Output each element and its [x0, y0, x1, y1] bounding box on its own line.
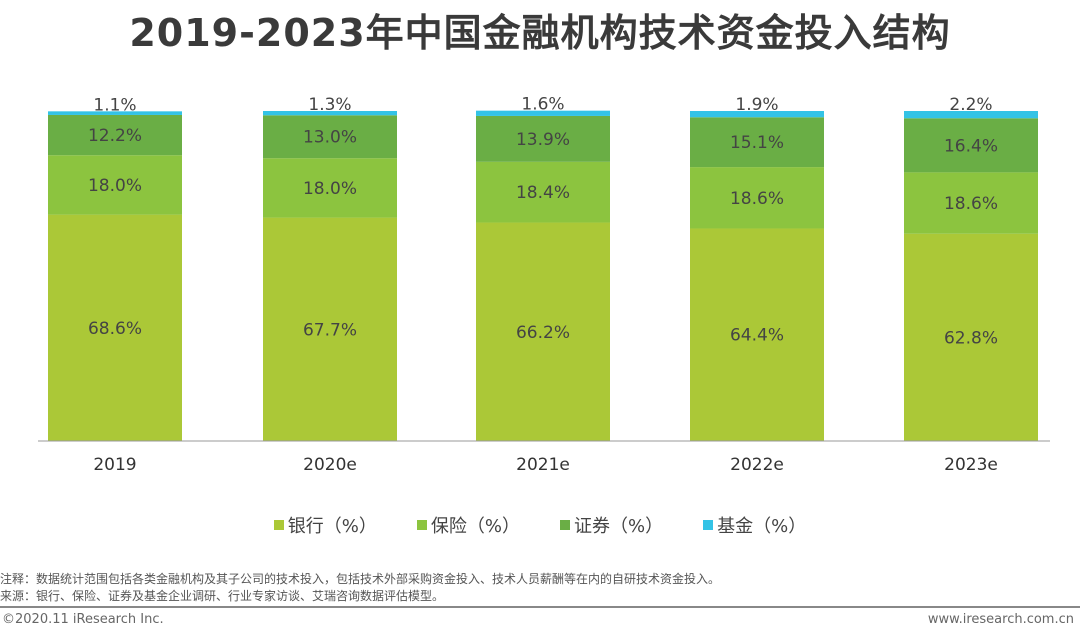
data-label: 64.4% — [730, 326, 784, 346]
data-label: 1.9% — [735, 95, 778, 115]
data-label: 62.8% — [944, 328, 998, 348]
bar-segment — [476, 115, 610, 162]
note-text: 注释：数据统计范围包括各类金融机构及其子公司的技术投入，包括技术外部采购资金投入… — [0, 572, 721, 586]
stacked-bar-chart: 68.6% 18.0% 12.2% 1.1% 2019 67.7% 18.0% 13.0% 1.… — [38, 95, 1050, 475]
bar-segment — [48, 214, 182, 441]
data-label: 1.3% — [308, 95, 351, 115]
legend: 银行（%） 保险（%） 证券（%） 基金（%） — [0, 512, 1080, 538]
bar-segment — [476, 161, 610, 223]
data-label: 68.6% — [88, 319, 142, 339]
bar-segment — [48, 155, 182, 215]
bar-segment — [48, 111, 182, 115]
data-label: 18.6% — [944, 194, 998, 214]
data-label: 67.7% — [303, 320, 357, 340]
legend-label: 保险（%） — [430, 516, 520, 537]
bar-segment — [476, 222, 610, 441]
legend-item: 证券（%） — [560, 512, 663, 538]
legend-item: 保险（%） — [416, 512, 520, 538]
bar-segment — [904, 172, 1038, 234]
data-label: 1.6% — [521, 95, 564, 115]
bar-segment — [904, 233, 1038, 441]
data-label: 1.1% — [93, 95, 136, 115]
footer-divider — [0, 606, 1080, 608]
bar-segment — [263, 158, 397, 218]
data-label: 13.9% — [516, 130, 570, 150]
x-tick-label: 2023e — [944, 455, 998, 475]
legend-item: 银行（%） — [273, 512, 377, 538]
legend-swatch — [416, 520, 427, 530]
bar-segment — [904, 118, 1038, 173]
bar-segment — [476, 110, 610, 116]
bar-segment — [263, 111, 397, 116]
data-label: 15.1% — [730, 133, 784, 153]
legend-swatch — [703, 520, 714, 530]
x-tick-label: 2020e — [303, 455, 357, 475]
bar-segment — [690, 111, 824, 118]
legend-item: 基金（%） — [703, 512, 806, 538]
legend-swatch — [273, 520, 284, 530]
data-label: 16.4% — [944, 136, 998, 156]
legend-label: 证券（%） — [574, 516, 664, 537]
x-tick-label: 2021e — [516, 455, 570, 475]
data-label: 18.4% — [516, 183, 570, 203]
bar-segment — [904, 111, 1038, 119]
bar-segment — [690, 117, 824, 168]
data-label: 66.2% — [516, 323, 570, 343]
bar-segment — [263, 115, 397, 159]
data-label: 18.6% — [730, 189, 784, 209]
x-tick-label: 2019 — [93, 455, 136, 475]
legend-label: 银行（%） — [287, 516, 377, 537]
x-tick-label: 2022e — [730, 455, 784, 475]
data-label: 13.0% — [303, 128, 357, 148]
bar-segment — [263, 217, 397, 441]
bar-segment — [690, 228, 824, 441]
legend-label: 基金（%） — [717, 516, 807, 537]
data-label: 12.2% — [88, 126, 142, 146]
website: www.iresearch.com.cn — [927, 612, 1074, 627]
source-text: 来源：银行、保险、证券及基金企业调研、行业专家访谈、艾瑞咨询数据评估模型。 — [0, 589, 445, 603]
legend-swatch — [560, 520, 570, 530]
bar-segment — [48, 114, 182, 156]
data-label: 2.2% — [949, 95, 992, 115]
chart-title: 2019-2023年中国金融机构技术资金投入结构 — [129, 11, 951, 55]
bar-segment — [690, 167, 824, 229]
data-label: 18.0% — [303, 179, 357, 199]
copyright: ©2020.11 iResearch Inc. — [2, 612, 164, 627]
data-label: 18.0% — [88, 176, 142, 196]
